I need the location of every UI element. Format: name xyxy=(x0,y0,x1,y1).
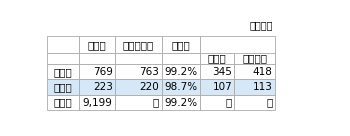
Text: －: － xyxy=(266,98,272,108)
Text: 418: 418 xyxy=(252,67,272,77)
Bar xyxy=(234,79,275,95)
Bar xyxy=(115,64,162,79)
Text: 107: 107 xyxy=(212,82,232,92)
Bar xyxy=(200,36,275,64)
Text: 99.2%: 99.2% xyxy=(165,67,198,77)
Text: 769: 769 xyxy=(93,67,113,77)
Bar xyxy=(115,79,162,95)
Text: 回答率: 回答率 xyxy=(172,40,190,50)
Bar xyxy=(115,95,162,110)
Text: 220: 220 xyxy=(140,82,159,92)
Bar xyxy=(162,53,200,64)
Bar xyxy=(200,79,235,95)
Text: 98.7%: 98.7% xyxy=(165,82,198,92)
Bar xyxy=(162,64,200,79)
Bar xyxy=(162,36,200,53)
Bar xyxy=(200,64,235,79)
Text: 113: 113 xyxy=(252,82,272,92)
Bar xyxy=(200,95,235,110)
Bar xyxy=(234,64,275,79)
Bar xyxy=(79,53,115,64)
Text: 広　島: 広 島 xyxy=(54,82,72,92)
Bar xyxy=(162,95,200,110)
Bar xyxy=(79,64,115,79)
Bar xyxy=(79,36,115,53)
Text: 345: 345 xyxy=(212,67,232,77)
Text: 763: 763 xyxy=(139,67,159,77)
Bar xyxy=(47,95,79,110)
Bar xyxy=(47,64,79,79)
Bar xyxy=(162,79,200,95)
Text: 調査数: 調査数 xyxy=(88,40,107,50)
Text: 全　国: 全 国 xyxy=(54,98,72,108)
Text: 中　国: 中 国 xyxy=(54,67,72,77)
Bar xyxy=(200,53,235,64)
Bar xyxy=(234,95,275,110)
Text: 非製造業: 非製造業 xyxy=(242,54,267,64)
Bar xyxy=(47,79,79,95)
Text: 223: 223 xyxy=(93,82,113,92)
Bar xyxy=(47,53,79,64)
Text: 99.2%: 99.2% xyxy=(165,98,198,108)
Text: －: － xyxy=(153,98,159,108)
Bar xyxy=(234,53,275,64)
Text: （社数）: （社数） xyxy=(250,20,273,30)
Bar xyxy=(79,95,115,110)
Text: 製造業: 製造業 xyxy=(208,54,227,64)
Bar xyxy=(47,36,79,53)
Bar xyxy=(115,53,162,64)
Text: －: － xyxy=(226,98,232,108)
Bar xyxy=(115,36,162,53)
Text: 回答企業数: 回答企業数 xyxy=(123,40,154,50)
Bar xyxy=(79,79,115,95)
Text: 9,199: 9,199 xyxy=(83,98,113,108)
